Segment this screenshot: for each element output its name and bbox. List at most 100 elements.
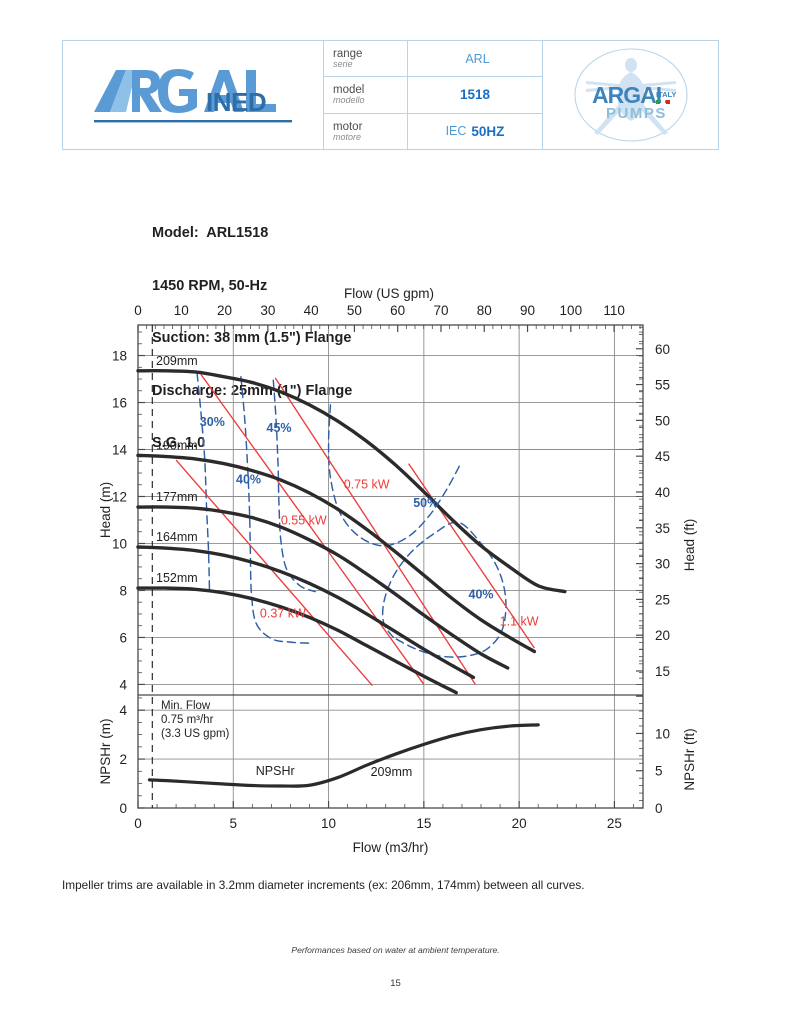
spec-key-range: range serie — [324, 48, 407, 70]
y-axis-title-npsh-m: NPSHr (m) — [98, 719, 113, 785]
spec-key-motor-it: motore — [333, 131, 362, 142]
argal-lined-logo-svg: INED — [93, 69, 292, 123]
impeller-label-152mm: 152mm — [156, 571, 198, 585]
min-flow-text-line2: 0.75 m³/hr — [161, 714, 214, 726]
header-spec-rows: range serie ARL model modello 1518 motor… — [324, 41, 543, 149]
svg-text:INED: INED — [206, 87, 266, 117]
y-axis-title-head-ft: Head (ft) — [682, 519, 697, 572]
xlabel-m3hr-20: 20 — [512, 816, 527, 831]
spec-line-sg: S.G. 1.0 — [152, 435, 206, 451]
ylabel-head-m-18: 18 — [112, 349, 127, 364]
head-curve-190mm — [136, 453, 537, 654]
ylabel-npsh-m-4: 4 — [119, 703, 127, 718]
xlabel-usgpm-110: 110 — [603, 303, 625, 318]
npshr-curve — [147, 723, 540, 788]
ylabel-head-ft-50: 50 — [655, 413, 670, 428]
header-table: INED range serie ARL model modello 1518 — [62, 40, 719, 150]
npshr-curve-label: NPSHr — [256, 764, 295, 778]
svg-text:ITALY: ITALY — [656, 90, 676, 99]
efficiency-label-50-3: 50% — [413, 496, 438, 510]
xlabel-usgpm-70: 70 — [433, 303, 448, 318]
spec-key-range-it: serie — [333, 58, 353, 69]
spec-line-model: Model: ARL1518 — [152, 225, 269, 241]
impeller-trim-note: Impeller trims are available in 3.2mm di… — [62, 878, 585, 892]
spec-value-range: ARL — [407, 41, 542, 77]
spec-value-motor-plain: IEC — [445, 124, 467, 139]
xlabel-m3hr-5: 5 — [230, 816, 238, 831]
ylabel-head-ft-55: 55 — [655, 378, 670, 393]
ylabel-head-ft-30: 30 — [655, 557, 670, 572]
efficiency-curve-40-4 — [381, 521, 507, 658]
spec-line-suction: Suction: 38 mm (1.5") Flange — [152, 330, 352, 346]
ylabel-head-m-8: 8 — [119, 583, 127, 598]
x-axis-title-top: Flow (US gpm) — [344, 286, 434, 301]
spec-line-rpm: 1450 RPM, 50-Hz — [152, 277, 268, 294]
ylabel-head-ft-20: 20 — [655, 628, 670, 643]
spec-key-model-en: model — [333, 84, 365, 97]
head-curve-164mm — [136, 545, 476, 680]
xlabel-usgpm-80: 80 — [477, 303, 492, 318]
ylabel-head-ft-45: 45 — [655, 449, 670, 464]
spec-value-range-main: ARL — [465, 51, 490, 66]
impeller-label-164mm: 164mm — [156, 530, 198, 544]
ylabel-head-ft-35: 35 — [655, 521, 670, 536]
ylabel-npsh-m-2: 2 — [119, 752, 127, 767]
xlabel-usgpm-100: 100 — [560, 303, 583, 318]
spec-row-range: range serie ARL — [324, 41, 542, 78]
ylabel-head-m-10: 10 — [112, 536, 127, 551]
spec-value-motor: IEC 50HZ — [407, 113, 542, 149]
ylabel-head-m-4: 4 — [119, 677, 127, 692]
ylabel-npsh-ft-10: 10 — [655, 726, 670, 741]
xlabel-m3hr-0: 0 — [134, 816, 142, 831]
power-label-0: 0.37 kW — [260, 606, 306, 620]
ylabel-npsh-m-0: 0 — [119, 801, 127, 816]
ylabel-head-ft-15: 15 — [655, 664, 670, 679]
power-label-2: 0.75 kW — [344, 477, 390, 491]
power-label-1: 0.55 kW — [281, 514, 327, 528]
power-line-0 — [175, 459, 373, 687]
ylabel-head-ft-25: 25 — [655, 592, 670, 607]
spec-line-discharge: Discharge: 25mm (1") Flange — [152, 382, 353, 399]
page-number: 15 — [390, 978, 401, 989]
xlabel-m3hr-25: 25 — [607, 816, 622, 831]
ylabel-head-ft-60: 60 — [655, 342, 670, 357]
efficiency-label-40-4: 40% — [469, 588, 494, 602]
power-line-3 — [408, 463, 535, 649]
min-flow-text-line3: (3.3 US gpm) — [161, 728, 230, 740]
spec-key-motor-en: motor — [333, 120, 363, 133]
xlabel-m3hr-10: 10 — [321, 816, 336, 831]
spec-value-model: 1518 — [407, 77, 542, 113]
spec-value-model-main: 1518 — [459, 87, 491, 103]
y-axis-title-head-m: Head (m) — [98, 482, 113, 538]
ylabel-head-m-14: 14 — [112, 443, 128, 458]
spec-row-model: model modello 1518 — [324, 77, 542, 114]
power-label-3: 1.1 kW — [500, 615, 539, 629]
min-flow-text-line1: Min. Flow — [161, 700, 211, 712]
ylabel-head-m-16: 16 — [112, 396, 127, 411]
head-curve-177mm — [136, 505, 510, 670]
spec-value-motor-main: 50HZ — [471, 123, 505, 139]
ylabel-head-m-12: 12 — [112, 489, 127, 504]
xlabel-usgpm-60: 60 — [390, 303, 405, 318]
performance-disclaimer: Performances based on water at ambient t… — [291, 945, 500, 955]
spec-key-model: model modello — [324, 84, 407, 106]
spec-key-model-it: modello — [333, 95, 365, 106]
xlabel-usgpm-90: 90 — [520, 303, 535, 318]
ylabel-npsh-ft-0: 0 — [655, 801, 663, 816]
model-specifications-block: Model: ARL1518 1450 RPM, 50-Hz Suction: … — [152, 190, 352, 470]
ylabel-npsh-ft-5: 5 — [655, 764, 663, 779]
xlabel-usgpm-0: 0 — [134, 303, 142, 318]
y-axis-title-npsh-ft: NPSHr (ft) — [682, 728, 697, 790]
npshr-impeller-label: 209mm — [371, 765, 413, 779]
xlabel-m3hr-15: 15 — [416, 816, 431, 831]
x-axis-title-bottom: Flow (m3/hr) — [353, 840, 429, 855]
argal-pumps-logo-svg: ARGAL ITALY PUMPS — [573, 48, 688, 142]
spec-row-motor: motor motore IEC 50HZ — [324, 113, 542, 149]
svg-text:PUMPS: PUMPS — [606, 105, 667, 122]
spec-key-motor: motor motore — [324, 121, 407, 143]
ylabel-head-m-6: 6 — [119, 630, 127, 645]
ylabel-head-ft-40: 40 — [655, 485, 670, 500]
spec-key-range-en: range — [333, 47, 363, 60]
impeller-label-177mm: 177mm — [156, 490, 198, 504]
